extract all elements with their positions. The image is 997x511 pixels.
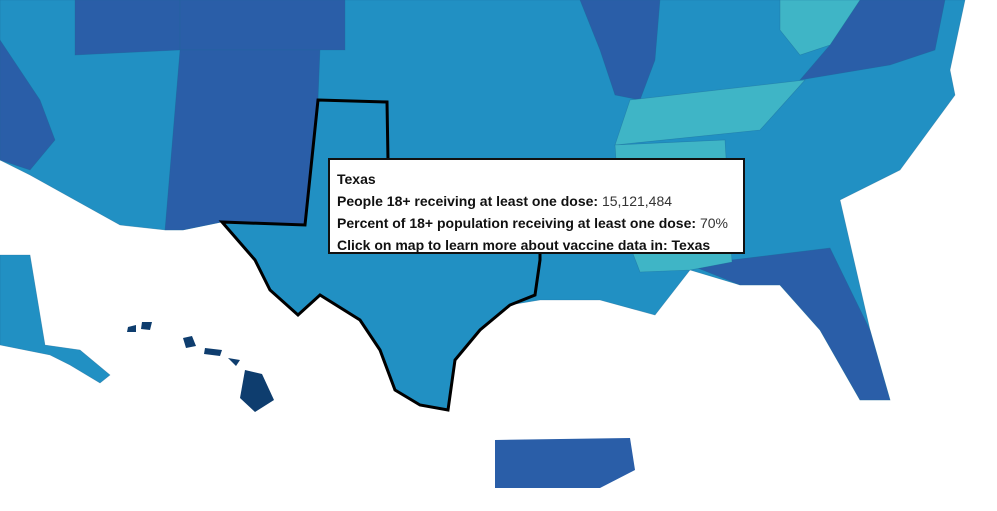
hawaii[interactable]: [127, 322, 274, 412]
tooltip-title: Texas: [337, 168, 743, 190]
alaska[interactable]: [0, 254, 111, 384]
tooltip-row: People 18+ receiving at least one dose: …: [337, 190, 743, 212]
row-label: People 18+ receiving at least one dose:: [337, 193, 599, 209]
row-label: Click on map to learn more about vaccine…: [337, 237, 668, 253]
tooltip-row: Percent of 18+ population receiving at l…: [337, 212, 743, 234]
row-value: 15,121,484: [601, 193, 673, 209]
row-value: Texas: [671, 237, 711, 253]
state[interactable]: [614, 79, 806, 146]
row-label: Percent of 18+ population receiving at l…: [337, 215, 697, 231]
state-name: Texas: [337, 171, 376, 187]
state[interactable]: [179, 0, 346, 51]
tooltip: Texas People 18+ receiving at least one …: [328, 158, 745, 254]
state[interactable]: [0, 39, 56, 171]
state[interactable]: [779, 0, 861, 56]
puerto-rico[interactable]: [495, 438, 635, 488]
state[interactable]: [74, 0, 181, 56]
state[interactable]: [164, 49, 321, 231]
state[interactable]: [689, 247, 891, 401]
row-value: 70%: [699, 215, 728, 231]
tooltip-row: Click on map to learn more about vaccine…: [337, 234, 743, 256]
